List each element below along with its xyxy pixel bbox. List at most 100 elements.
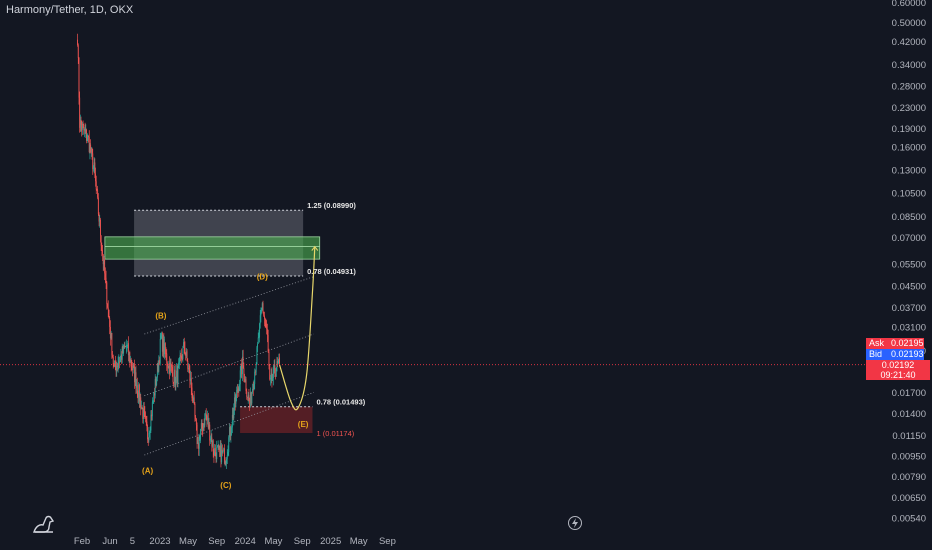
fib-level-label: 1.25 (0.08990) xyxy=(307,201,356,210)
candle xyxy=(159,332,161,366)
candle-body xyxy=(162,338,164,352)
candle-body xyxy=(136,385,138,393)
candle xyxy=(161,331,163,357)
candle xyxy=(236,384,238,399)
candle-body xyxy=(263,311,265,316)
candle-body xyxy=(222,450,224,453)
candle-body xyxy=(234,397,236,404)
candle-body xyxy=(176,370,178,383)
candle-body xyxy=(123,344,125,348)
candle-body xyxy=(241,356,243,375)
candle-body xyxy=(116,365,118,372)
price-tick-label: 0.03700 xyxy=(892,303,926,314)
price-tick-label: 0.03100 xyxy=(892,322,926,333)
candle-body xyxy=(112,355,114,358)
candle xyxy=(79,114,81,132)
candle xyxy=(164,342,166,358)
candle-body xyxy=(275,373,277,377)
wave-label[interactable]: (B) xyxy=(155,311,166,320)
candle-body xyxy=(135,372,137,388)
candle-body xyxy=(223,448,225,464)
candle-body xyxy=(229,427,230,438)
tradingview-dino-icon[interactable] xyxy=(32,514,56,534)
candle-body xyxy=(149,432,150,434)
price-tick-label: 0.28000 xyxy=(892,81,926,92)
candle-body xyxy=(204,413,206,426)
candle xyxy=(152,400,154,404)
candle xyxy=(208,417,210,430)
candle xyxy=(130,355,131,363)
candle-body xyxy=(97,190,99,198)
candle-body xyxy=(193,397,195,404)
candle-body xyxy=(81,123,83,130)
candle xyxy=(250,391,252,407)
candle-body xyxy=(145,418,147,422)
wave-label[interactable]: (E) xyxy=(298,420,309,429)
candle-body xyxy=(77,39,79,46)
channel-lower-line xyxy=(144,392,314,456)
channel-upper-line xyxy=(144,276,314,335)
candle xyxy=(106,280,108,310)
candle-body xyxy=(185,354,187,356)
candle-body xyxy=(167,365,169,368)
candle-body xyxy=(87,135,89,140)
candle-body xyxy=(148,432,150,441)
candle-body xyxy=(237,388,239,393)
candle xyxy=(167,361,168,374)
candle xyxy=(257,332,259,344)
time-tick-label: Sep xyxy=(208,536,225,547)
candle xyxy=(163,332,165,358)
candle xyxy=(107,302,108,309)
candle-body xyxy=(126,345,128,346)
candle xyxy=(220,440,222,468)
candle xyxy=(117,356,119,373)
candle xyxy=(258,329,260,339)
candle xyxy=(158,355,160,375)
candle xyxy=(239,366,241,392)
candle xyxy=(143,402,144,424)
price-axis[interactable]: 0.60000 0.50000 0.42000 0.34000 0.28000 0.230… xyxy=(892,0,926,525)
candle-body xyxy=(249,392,251,407)
candle xyxy=(249,387,251,408)
candle-body xyxy=(198,442,199,449)
candle-body xyxy=(153,392,155,402)
candle xyxy=(202,423,204,432)
candle-body xyxy=(85,129,87,132)
candle xyxy=(231,424,233,436)
wave-label[interactable]: (A) xyxy=(142,467,153,476)
time-tick-label: May xyxy=(350,536,368,547)
candle xyxy=(136,377,138,399)
candle xyxy=(249,397,251,411)
candle-body xyxy=(211,437,213,447)
candle xyxy=(153,391,155,404)
wave-label[interactable]: (D) xyxy=(257,272,268,281)
candle-body xyxy=(132,368,133,370)
candle-body xyxy=(245,379,247,392)
candle xyxy=(90,146,92,157)
candle xyxy=(210,430,212,443)
candle xyxy=(276,356,278,372)
support-zone xyxy=(240,406,313,434)
time-tick-label: 2025 xyxy=(320,536,341,547)
candle-body xyxy=(122,346,124,354)
candle xyxy=(185,348,187,359)
candle xyxy=(132,362,134,374)
candle-body xyxy=(270,378,271,380)
bid-price: 0.02193 xyxy=(891,349,924,359)
candle-body xyxy=(90,147,92,153)
candle-body xyxy=(226,454,228,459)
wave-label[interactable]: (C) xyxy=(220,481,231,490)
candle-body xyxy=(269,366,271,380)
candle xyxy=(171,364,173,374)
candle xyxy=(211,433,213,452)
candle xyxy=(177,363,179,388)
candle-body xyxy=(120,354,122,358)
candle-body xyxy=(208,424,210,429)
symbol-title[interactable]: Harmony/Tether, 1D, OKX xyxy=(6,4,134,16)
candle-body xyxy=(106,282,108,305)
lightning-icon[interactable] xyxy=(568,516,582,530)
time-tick-label: Sep xyxy=(294,536,311,547)
time-axis[interactable]: Feb Jun 5 2023 May Sep 2024 May Sep 2025 May Sep xyxy=(74,536,396,547)
candle xyxy=(97,185,99,200)
